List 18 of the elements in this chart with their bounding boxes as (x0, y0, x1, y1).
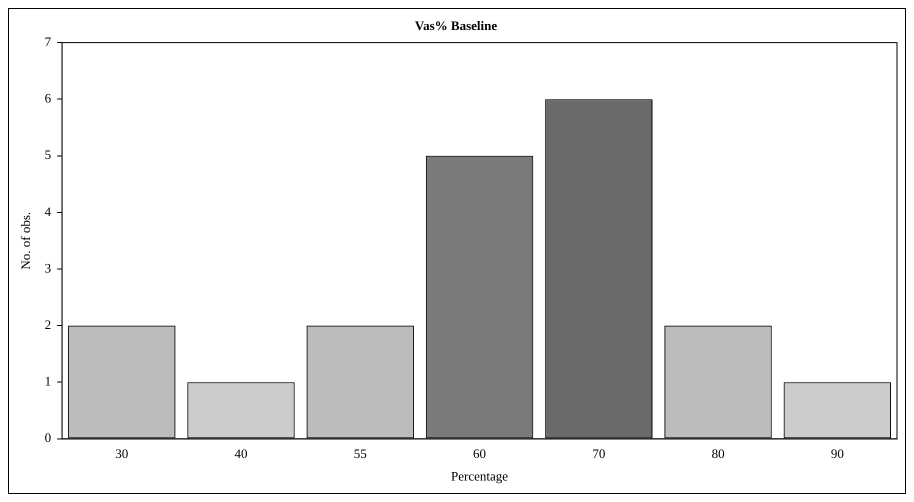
x-tick-label: 70 (592, 446, 606, 462)
y-tick-label: 5 (44, 147, 52, 162)
x-axis-title: Percentage (451, 468, 508, 484)
y-axis-title: No. of obs. (18, 212, 34, 270)
x-tick-label: 60 (473, 446, 486, 462)
y-tick-label: 7 (44, 34, 52, 50)
y-tick-label: 0 (44, 430, 52, 446)
x-tick-label: 40 (234, 446, 248, 462)
chart-title: Vas% Baseline (414, 18, 498, 34)
x-tick-label: 55 (354, 446, 367, 462)
x-tick-label: 90 (830, 446, 844, 462)
y-tick-label: 4 (44, 204, 52, 219)
x-tick-label: 80 (712, 446, 725, 462)
x-tick-label: 30 (115, 446, 128, 462)
y-tick-label: 6 (44, 90, 52, 106)
y-tick-label: 3 (44, 260, 52, 276)
y-tick-label: 2 (44, 317, 52, 332)
y-tick-label: 1 (44, 374, 52, 389)
